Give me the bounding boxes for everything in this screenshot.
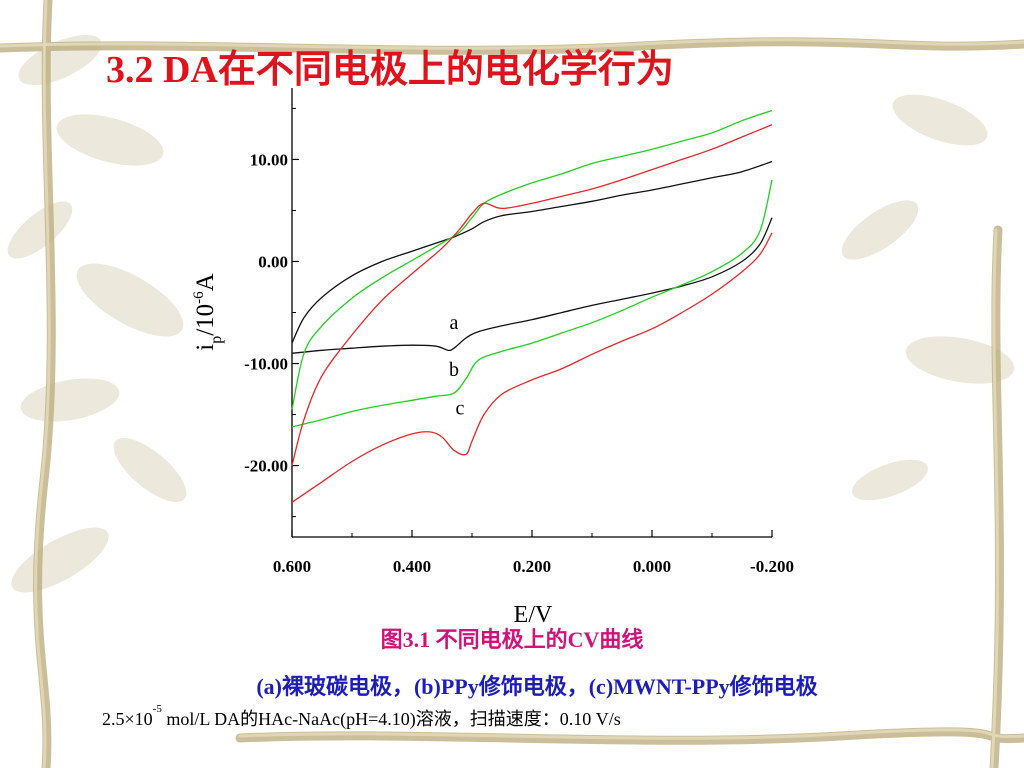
series-b-reverse-scan [291, 109, 773, 410]
series-a-reverse-scan [291, 160, 773, 344]
x-tick-label: -0.200 [750, 557, 794, 576]
conditions-exponent: -5 [152, 703, 162, 715]
x-axis-label: E/V [514, 602, 553, 628]
y-axis-label-part: i [192, 344, 219, 351]
chart-curves [291, 109, 773, 503]
series-label-a: a [450, 312, 459, 334]
series-c-forward-scan [291, 232, 773, 503]
y-axis-label-part: /10 [192, 304, 219, 336]
y-tick-label: 10.00 [250, 150, 288, 169]
conditions-prefix: 2.5×10 [102, 709, 153, 729]
x-tick-label: 0.400 [393, 557, 431, 576]
series-label-c: c [456, 398, 465, 420]
electrode-caption: (a)裸玻碳电极，(b)PPy修饰电极，(c)MWNT-PPy修饰电极 [256, 674, 818, 699]
series-label-b: b [449, 359, 459, 381]
series-a-forward-scan [291, 217, 773, 354]
y-axis-label-part: A [192, 273, 219, 291]
x-tick-label: 0.600 [273, 557, 311, 576]
slide-title: 3.2 DA在不同电极上的电化学行为 [106, 49, 674, 91]
y-tick-label: -10.00 [244, 355, 288, 374]
conditions-caption: 2.5×10-5 mol/L DA的HAc-NaAc(pH=4.10)溶液，扫描… [102, 703, 621, 731]
chart-axes: 10.00 0.00 -10.00 -20.00 0.600 0.400 0.200 0.00… [244, 88, 794, 576]
x-tick-label: 0.200 [513, 557, 551, 576]
conditions-suffix: mol/L DA的HAc-NaAc(pH=4.10)溶液，扫描速度：0.10 V… [161, 709, 621, 729]
series-c-reverse-scan [291, 124, 773, 466]
series-b-forward-scan [291, 179, 773, 428]
y-axis-label-part: p [208, 336, 225, 344]
y-tick-label: 0.00 [258, 252, 288, 271]
figure-caption: 图3.1 不同电极上的CV曲线 [380, 627, 644, 652]
y-tick-label: -20.00 [244, 457, 288, 476]
y-axis-label-part: -6 [191, 291, 207, 304]
y-axis-label: ip/10-6A [191, 273, 225, 350]
x-tick-label: 0.000 [633, 557, 671, 576]
